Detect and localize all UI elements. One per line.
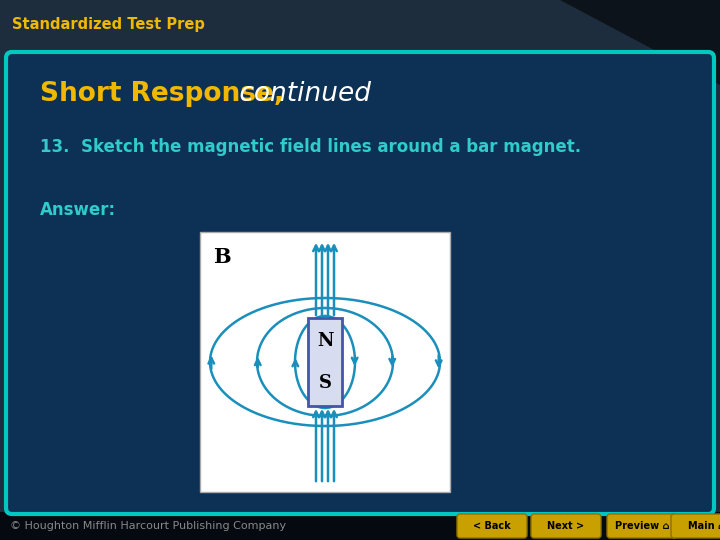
- Text: Answer:: Answer:: [40, 201, 116, 219]
- Text: < Back: < Back: [473, 521, 511, 531]
- Text: Next >: Next >: [547, 521, 585, 531]
- Text: N: N: [317, 332, 333, 350]
- FancyBboxPatch shape: [457, 514, 527, 538]
- Text: B: B: [213, 247, 231, 267]
- Text: S: S: [318, 374, 331, 392]
- Bar: [200, 232, 450, 492]
- Text: Standardized Test Prep: Standardized Test Prep: [12, 17, 205, 31]
- Text: © Houghton Mifflin Harcourt Publishing Company: © Houghton Mifflin Harcourt Publishing C…: [10, 521, 286, 531]
- Bar: [0, 0, 720, 50]
- Text: Short Response,: Short Response,: [40, 81, 284, 107]
- Text: 13.  Sketch the magnetic field lines around a bar magnet.: 13. Sketch the magnetic field lines arou…: [40, 138, 581, 156]
- FancyBboxPatch shape: [6, 52, 714, 514]
- Text: Preview ⌂: Preview ⌂: [615, 521, 670, 531]
- FancyBboxPatch shape: [671, 514, 720, 538]
- Text: Main ⌂: Main ⌂: [688, 521, 720, 531]
- Text: continued: continued: [231, 81, 371, 107]
- Bar: [0, 512, 720, 540]
- FancyBboxPatch shape: [531, 514, 601, 538]
- Polygon shape: [560, 0, 720, 85]
- Bar: [308, 318, 342, 406]
- FancyBboxPatch shape: [607, 514, 677, 538]
